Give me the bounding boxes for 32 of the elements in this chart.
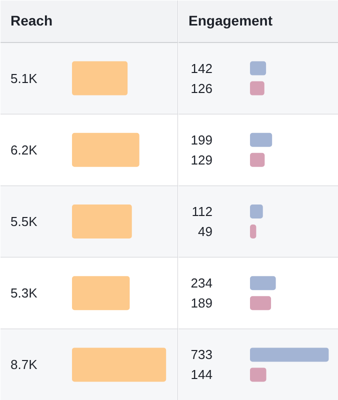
bar [250,61,266,76]
bar [250,368,266,382]
data-label: 199 [190,132,213,148]
data-label: 6.2K [10,142,38,158]
data-label: 5.3K [10,286,38,301]
data-label: 5.5K [10,214,38,229]
bar [250,224,256,238]
data-label: 126 [190,80,213,96]
bar [72,348,166,382]
data-label: 189 [190,296,213,311]
data-label: 49 [198,224,213,239]
chart-title: Engagement [188,12,273,28]
data-label: 112 [192,204,213,219]
data-label: 142 [190,60,213,76]
bar [250,276,276,290]
data-label: 129 [190,152,213,168]
bar [72,204,132,238]
bar [250,132,272,147]
bar [72,276,130,310]
data-label: 8.7K [10,357,38,372]
bar [72,61,128,96]
bar [250,296,272,310]
data-label: 5.1K [10,70,38,86]
bar [250,204,263,218]
data-label: 733 [190,347,213,362]
data-label: 234 [190,276,213,291]
bar [250,152,265,167]
bar [250,81,264,96]
chart-title: Reach [10,12,53,28]
bar [250,348,329,362]
bar [72,132,140,167]
data-label: 144 [190,367,213,382]
